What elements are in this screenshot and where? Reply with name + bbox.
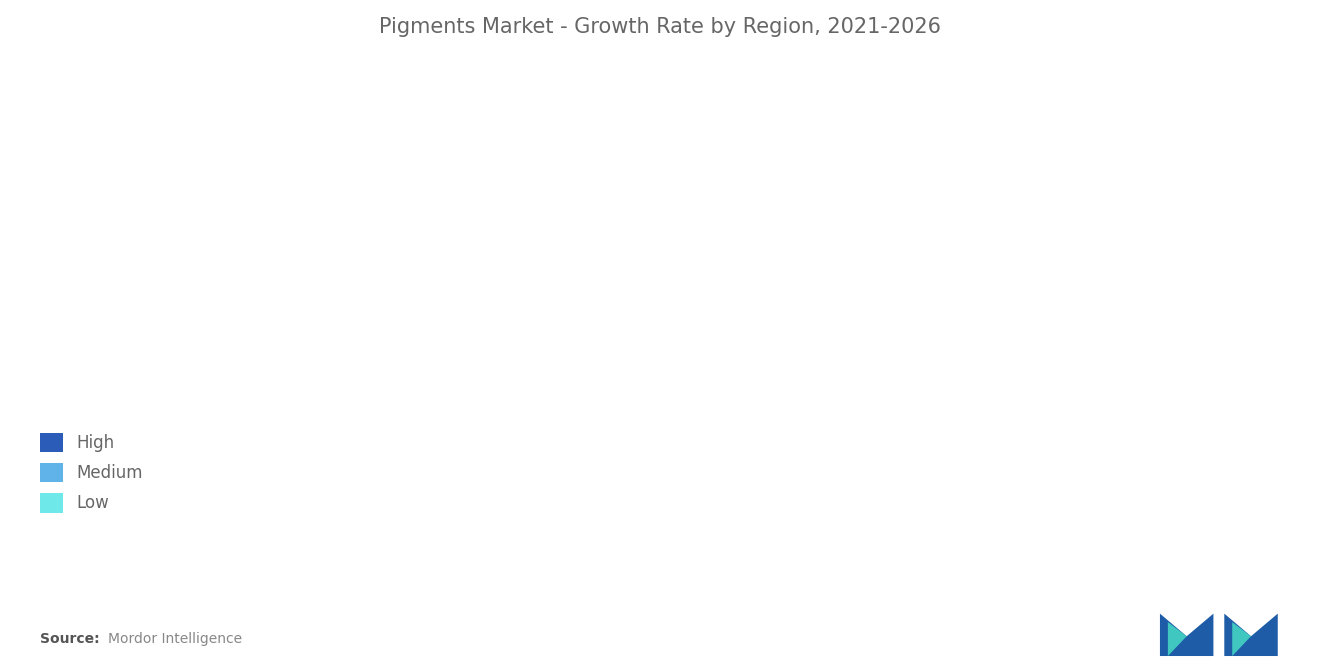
Text: Pigments Market - Growth Rate by Region, 2021-2026: Pigments Market - Growth Rate by Region,… <box>379 17 941 37</box>
Polygon shape <box>1225 614 1278 656</box>
Polygon shape <box>1160 614 1213 656</box>
Polygon shape <box>1168 622 1187 656</box>
Polygon shape <box>1233 622 1251 656</box>
Text: Mordor Intelligence: Mordor Intelligence <box>108 632 243 646</box>
Text: Source:: Source: <box>40 632 99 646</box>
Legend: High, Medium, Low: High, Medium, Low <box>34 428 148 517</box>
